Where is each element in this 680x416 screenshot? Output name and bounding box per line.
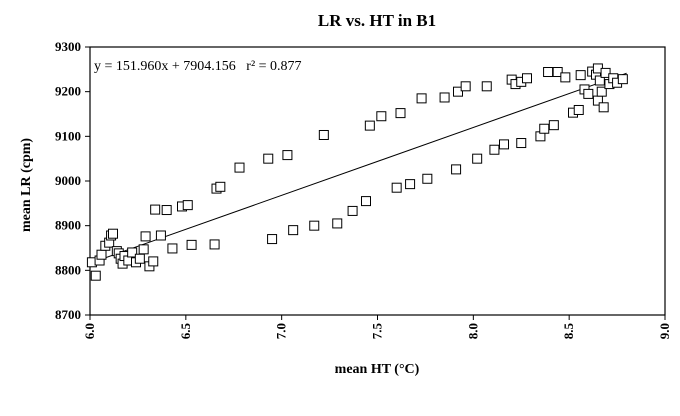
data-point <box>215 181 226 192</box>
y-tick-label: 8700 <box>55 307 81 322</box>
x-axis: 6.0 6.5 7.0 7.5 8.0 8.5 9.0 <box>82 315 672 339</box>
data-point <box>405 179 416 190</box>
regression-equation: y = 151.960x + 7904.156 r² = 0.877 <box>94 59 302 74</box>
data-point <box>617 74 628 85</box>
data-point <box>127 247 138 258</box>
plot-area-frame <box>89 46 666 316</box>
data-point <box>560 72 571 83</box>
x-tick-label: 6.0 <box>82 323 97 339</box>
data-point <box>594 75 605 86</box>
data-point <box>391 182 402 193</box>
data-point <box>90 270 101 281</box>
regression-line <box>89 72 627 264</box>
data-point <box>539 123 550 134</box>
data-point <box>598 102 609 113</box>
data-point <box>182 200 193 211</box>
data-point <box>522 73 532 84</box>
data-point <box>499 139 509 150</box>
y-axis-label: mean LR (cpm) <box>19 138 34 232</box>
chart-title: LR vs. HT in B1 <box>318 11 436 30</box>
data-point <box>138 244 149 255</box>
data-point <box>596 86 607 97</box>
data-point <box>288 225 299 236</box>
data-point <box>516 138 527 149</box>
data-point <box>161 205 172 216</box>
x-tick-label: 9.0 <box>657 323 672 339</box>
data-point <box>364 120 375 131</box>
x-tick-label: 7.5 <box>370 323 385 340</box>
data-point <box>439 92 450 103</box>
y-tick-label: 9300 <box>55 39 81 54</box>
y-tick-label: 8900 <box>55 218 81 233</box>
x-tick-label: 7.0 <box>274 323 289 339</box>
data-point <box>451 164 462 175</box>
y-tick-label: 9100 <box>55 128 81 143</box>
x-tick-label: 8.0 <box>465 323 480 339</box>
data-point <box>332 218 343 229</box>
data-point <box>309 220 320 231</box>
x-axis-label: mean HT (°C) <box>335 362 420 377</box>
y-tick-label: 9000 <box>55 173 81 188</box>
data-point <box>167 243 178 254</box>
data-point <box>575 70 586 81</box>
data-point <box>573 104 584 115</box>
data-point <box>583 88 594 99</box>
data-point <box>186 239 197 250</box>
data-point <box>600 67 611 78</box>
data-point <box>234 162 245 173</box>
y-axis: 8700 8800 8900 9000 9100 9200 9300 <box>55 39 90 322</box>
data-point <box>376 111 387 122</box>
y-tick-label: 8800 <box>55 262 81 277</box>
data-point <box>140 231 151 242</box>
data-point <box>453 86 463 97</box>
data-point <box>148 256 159 267</box>
data-point <box>489 144 500 155</box>
data-point <box>395 108 406 119</box>
data-point <box>267 234 278 245</box>
data-point <box>318 129 329 140</box>
data-point <box>548 120 559 131</box>
x-tick-label: 6.5 <box>178 323 193 340</box>
data-point <box>263 153 274 164</box>
y-tick-label: 9200 <box>55 84 81 99</box>
x-tick-label: 8.5 <box>561 323 576 340</box>
data-point <box>134 253 145 264</box>
data-point <box>543 67 554 78</box>
data-point <box>155 230 166 241</box>
data-point <box>361 196 371 207</box>
data-point <box>460 81 471 92</box>
data-point <box>481 81 492 92</box>
data-point <box>347 205 358 216</box>
data-point <box>422 173 433 184</box>
data-point <box>150 204 161 215</box>
data-point <box>416 93 427 104</box>
data-points <box>86 63 628 281</box>
data-point <box>96 249 107 260</box>
data-point <box>552 67 563 78</box>
data-point <box>108 228 118 239</box>
data-point <box>209 239 220 250</box>
data-point <box>282 150 293 161</box>
data-point <box>472 153 483 164</box>
